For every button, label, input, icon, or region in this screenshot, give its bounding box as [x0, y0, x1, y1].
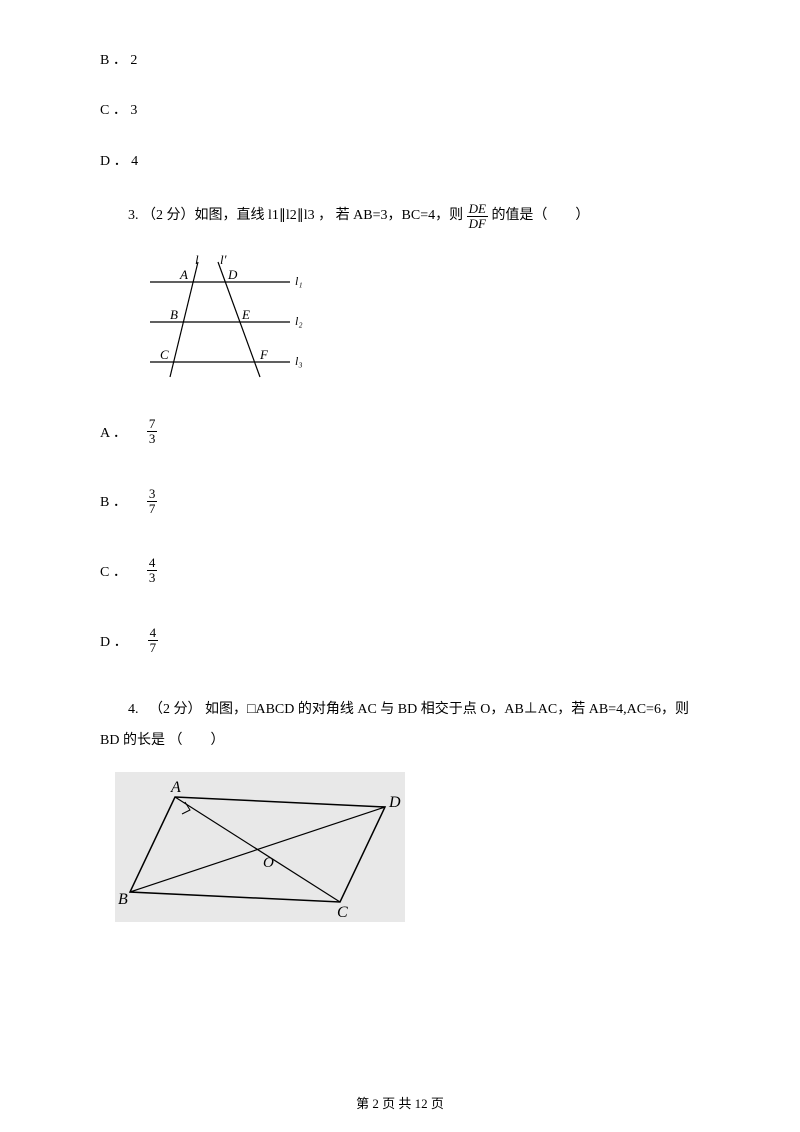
q4-number: 4.	[128, 702, 139, 717]
option-d-label: D ．	[100, 154, 128, 169]
q3-opt-b-label: B ．	[100, 491, 127, 511]
option-b-value: 2	[130, 53, 137, 68]
q4-text2: BD 的长是 （ ）	[100, 726, 700, 757]
label-E: E	[241, 307, 250, 322]
option-c-label: C ．	[100, 103, 127, 118]
q3-points: （2 分）	[142, 201, 195, 232]
q3-opt-d-label: D ．	[100, 631, 128, 651]
label-F: F	[259, 347, 269, 362]
q3-option-d: D ． 4 7	[100, 626, 700, 656]
label-l3: l₃	[295, 354, 303, 368]
q3-option-a: A ． 7 3	[100, 417, 700, 447]
q3-text-after: 的值是（ ）	[491, 201, 589, 232]
label-lp: l′	[220, 252, 227, 267]
q4-label-C: C	[337, 904, 348, 921]
q4-text1: 如图，□ABCD 的对角线 AC 与 BD 相交于点 O，AB⊥AC，若 AB=…	[205, 702, 689, 717]
footer-text: 第 2 页 共 12 页	[356, 1096, 444, 1111]
option-d: D ． 4	[100, 151, 700, 173]
label-B: B	[170, 307, 178, 322]
q3-frac-num: DE	[467, 202, 488, 216]
q3-option-b: B ． 3 7	[100, 487, 700, 517]
page-footer: 第 2 页 共 12 页	[0, 1093, 800, 1112]
parallelogram-diagram: A D B C O	[115, 772, 405, 922]
label-C: C	[160, 347, 169, 362]
q3-opt-a-frac: 7 3	[147, 417, 158, 447]
q3-opt-b-frac: 3 7	[147, 487, 158, 517]
q3-number: 3.	[128, 201, 139, 232]
q3-text-before: 如图，直线 l1∥l2∥l3 ， 若 AB=3，BC=4，则	[195, 201, 464, 232]
label-l2: l₂	[295, 314, 303, 328]
option-b-label: B ．	[100, 53, 127, 68]
q3-figure: l l′ A D l₁ B E l₂ C F l₃	[140, 252, 700, 387]
q4-figure: A D B C O	[115, 772, 700, 927]
label-D: D	[227, 267, 238, 282]
q4-label-D: D	[388, 794, 401, 811]
q4-label-A: A	[170, 779, 181, 796]
q4-points: （2 分）	[149, 702, 202, 717]
q3-opt-d-frac: 4 7	[148, 626, 159, 656]
q3-opt-a-label: A ．	[100, 422, 127, 442]
q3-fraction: DE DF	[467, 202, 488, 232]
label-A: A	[179, 267, 188, 282]
q3-option-c: C ． 4 3	[100, 556, 700, 586]
label-l1: l₁	[295, 274, 303, 288]
q4-label-O: O	[263, 855, 274, 871]
question-4: 4. （2 分） 如图，□ABCD 的对角线 AC 与 BD 相交于点 O，AB…	[100, 695, 700, 757]
q3-opt-c-label: C ．	[100, 561, 127, 581]
question-3: 3. （2 分） 如图，直线 l1∥l2∥l3 ， 若 AB=3，BC=4，则 …	[100, 201, 700, 232]
option-b: B ． 2	[100, 50, 700, 72]
q4-label-B: B	[118, 891, 128, 908]
option-d-value: 4	[131, 154, 138, 169]
label-l: l	[195, 252, 199, 267]
q3-frac-den: DF	[467, 216, 488, 231]
q3-opt-c-frac: 4 3	[147, 556, 158, 586]
option-c-value: 3	[130, 103, 137, 118]
parallel-lines-diagram: l l′ A D l₁ B E l₂ C F l₃	[140, 252, 320, 382]
option-c: C ． 3	[100, 100, 700, 122]
